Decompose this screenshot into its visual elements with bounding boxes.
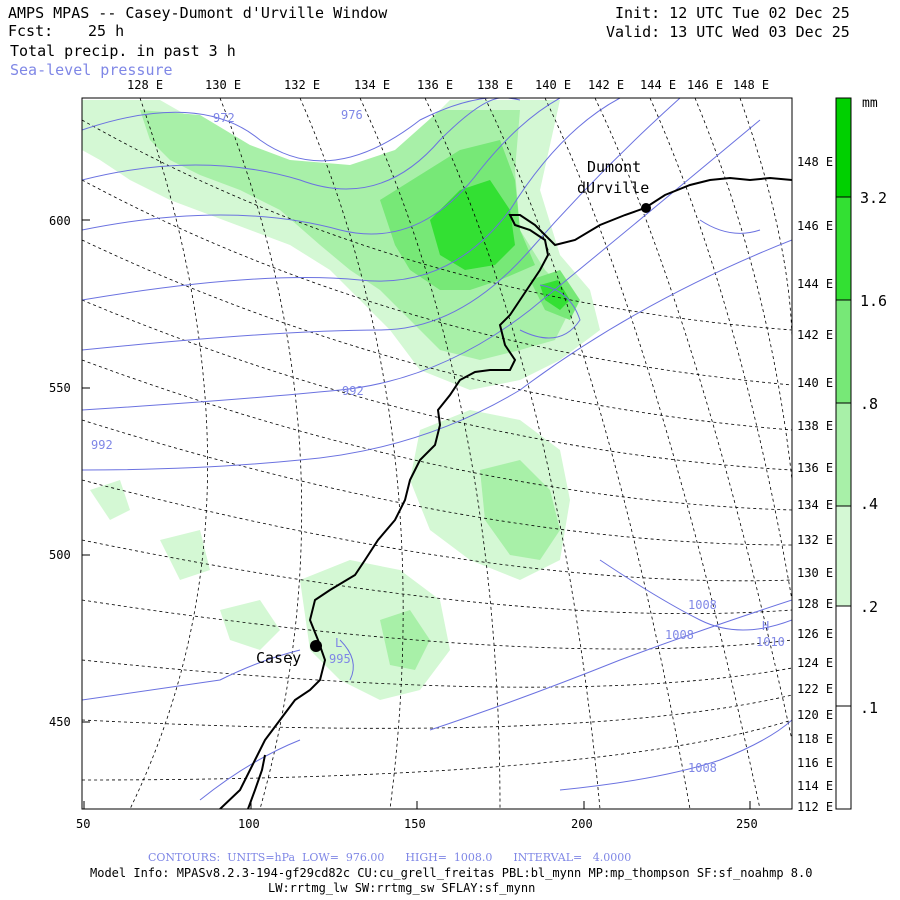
right-tick: 130 E [797, 566, 834, 580]
colorbar-unit: mm [862, 96, 878, 111]
high-marker: H [762, 619, 770, 633]
bottom-tick: 150 [404, 817, 426, 831]
casey-label: Casey [256, 649, 302, 667]
colorbar-label: .2 [860, 598, 879, 616]
bottom-tick: 250 [736, 817, 758, 831]
pressure-contours [82, 98, 792, 801]
contour-label: 976 [341, 108, 363, 122]
colorbar-label: 1.6 [860, 292, 888, 310]
top-tick: 130 E [205, 78, 242, 92]
contour-label: 1008 [688, 761, 717, 775]
bottom-tick: 200 [571, 817, 593, 831]
right-tick: 116 E [797, 756, 834, 770]
right-tick: 122 E [797, 682, 834, 696]
top-tick: 128 E [127, 78, 164, 92]
app-title: AMPS MPAS -- Casey-Dumont d'Urville Wind… [8, 4, 388, 22]
right-tick: 140 E [797, 376, 834, 390]
top-tick: 146 E [687, 78, 724, 92]
top-tick: 140 E [535, 78, 572, 92]
right-tick: 148 E [797, 155, 834, 169]
contour-label: 992 [342, 384, 364, 398]
left-tick: 550 [49, 381, 71, 395]
field2-label: Sea-level pressure [10, 61, 173, 79]
field1-label: Total precip. in past 3 h [10, 42, 236, 60]
top-tick: 138 E [477, 78, 514, 92]
dumont-durville-label: Dumont [587, 158, 642, 176]
contours-info: CONTOURS: UNITS=hPa LOW= 976.00 HIGH= 10… [148, 851, 632, 864]
dumont-durville-marker [641, 203, 651, 213]
colorbar-label: .1 [860, 699, 879, 717]
colorbar-label: .4 [860, 495, 879, 513]
plot-frame [81, 97, 793, 810]
top-tick: 132 E [284, 78, 321, 92]
right-tick: 142 E [797, 328, 834, 342]
contour-label: 995 [329, 652, 351, 666]
valid-time: Valid: 13 UTC Wed 03 Dec 25 [606, 23, 850, 41]
right-tick: 114 E [797, 779, 834, 793]
right-tick: 136 E [797, 461, 834, 475]
fcst-value: 25 h [88, 22, 125, 40]
right-tick: 112 E [797, 800, 834, 814]
bottom-tick: 100 [238, 817, 260, 831]
graticule [82, 98, 792, 809]
contour-label: 972 [213, 111, 235, 125]
top-tick: 136 E [417, 78, 454, 92]
fcst-label: Fcst: [8, 22, 54, 40]
right-tick: 138 E [797, 419, 834, 433]
model-info-2: LW:rrtmg_lw SW:rrtmg_sw SFLAY:sf_mynn [268, 881, 536, 895]
top-tick: 148 E [733, 78, 770, 92]
right-tick: 126 E [797, 627, 834, 641]
right-tick: 124 E [797, 656, 834, 670]
model-info: Model Info: MPASv8.2.3-194-gf29cd82c CU:… [90, 866, 813, 880]
dumont-durville-label-2: dUrville [577, 179, 650, 197]
low-marker: L [335, 636, 343, 650]
right-tick: 120 E [797, 708, 834, 722]
casey-marker [310, 640, 322, 652]
colorbar [835, 97, 852, 810]
contour-label: 992 [91, 438, 113, 452]
right-tick: 144 E [797, 277, 834, 291]
right-tick: 132 E [797, 533, 834, 547]
right-tick: 128 E [797, 597, 834, 611]
contour-label: 1008 [665, 628, 694, 642]
left-tick: 600 [49, 214, 71, 228]
right-tick: 118 E [797, 732, 834, 746]
colorbar-label: .8 [860, 395, 879, 413]
contour-label: 1010 [756, 635, 785, 649]
bottom-tick: 50 [76, 817, 91, 831]
colorbar-label: 3.2 [860, 189, 888, 207]
right-tick: 134 E [797, 498, 834, 512]
top-tick: 144 E [640, 78, 677, 92]
precip-shading [82, 100, 600, 700]
top-tick: 134 E [354, 78, 391, 92]
right-tick: 146 E [797, 219, 834, 233]
init-time: Init: 12 UTC Tue 02 Dec 25 [615, 4, 850, 22]
top-tick: 142 E [588, 78, 625, 92]
left-tick: 450 [49, 715, 71, 729]
left-tick: 500 [49, 548, 71, 562]
contour-label: 1008 [688, 598, 717, 612]
